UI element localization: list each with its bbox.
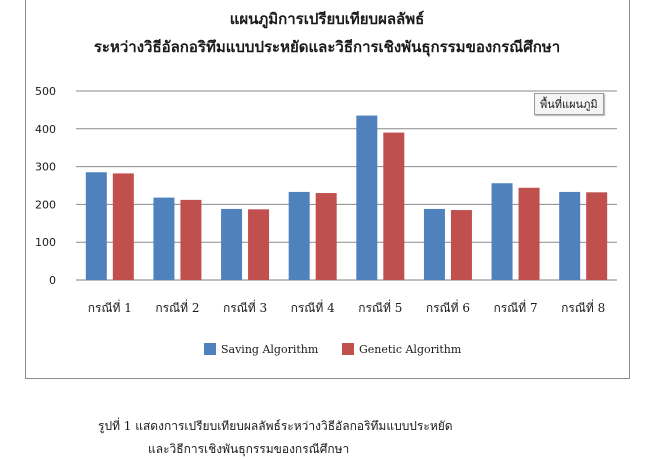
bar-chart: แผนภูมิการเปรียบเทียบผลลัพธ์ ระหว่างวิธี…: [35, 10, 617, 356]
bar-saving: [221, 208, 243, 280]
bar-saving: [491, 183, 513, 280]
bar-saving: [423, 208, 445, 280]
chart-subtitle: ระหว่างวิธีอัลกอริทึมแบบประหยัดและวิธีกา…: [94, 38, 560, 57]
y-tick-label: 300: [35, 161, 56, 174]
figure-caption: รูปที่ 1 แสดงการเปรียบเทียบผลลัพธ์ระหว่า…: [98, 419, 453, 433]
x-tick-label: กรณีที่ 7: [493, 299, 537, 315]
x-tick-label: กรณีที่ 6: [426, 299, 470, 315]
y-tick-label: 200: [35, 198, 56, 211]
legend-swatch: [204, 343, 216, 355]
x-tick-label: กรณีที่ 5: [358, 299, 402, 315]
legend-label: Saving Algorithm: [221, 343, 319, 356]
bar-genetic: [450, 210, 472, 280]
bar-genetic: [315, 193, 337, 280]
legend: Saving Algorithm Genetic Algorithm: [204, 343, 462, 356]
chart-title: แผนภูมิการเปรียบเทียบผลลัพธ์: [230, 10, 425, 29]
y-axis: 0 100 200 300 400 500: [35, 85, 56, 287]
x-tick-label: กรณีที่ 2: [155, 299, 199, 315]
bar-genetic: [383, 132, 405, 280]
bars: [85, 115, 608, 280]
bar-genetic: [586, 192, 608, 280]
bar-saving: [85, 172, 107, 280]
legend-swatch: [342, 343, 354, 355]
y-tick-label: 100: [35, 236, 56, 249]
bar-saving: [288, 191, 310, 280]
bar-saving: [559, 191, 581, 280]
bar-genetic: [518, 187, 540, 280]
x-axis: กรณีที่ 1 กรณีที่ 2 กรณีที่ 3 กรณีที่ 4 กรณี…: [88, 299, 606, 315]
x-tick-label: กรณีที่ 3: [223, 299, 267, 315]
y-tick-label: 0: [49, 274, 56, 287]
bar-saving: [153, 197, 175, 280]
legend-label: Genetic Algorithm: [359, 343, 462, 356]
x-tick-label: กรณีที่ 1: [88, 299, 132, 315]
plot-area-tooltip: พื้นที่แผนภูมิ: [534, 93, 604, 115]
y-tick-label: 500: [35, 85, 56, 98]
x-tick-label: กรณีที่ 8: [561, 299, 605, 315]
y-tick-label: 400: [35, 123, 56, 136]
x-tick-label: กรณีที่ 4: [291, 299, 336, 315]
bar-saving: [356, 115, 378, 280]
bar-genetic: [248, 209, 270, 280]
bar-genetic: [112, 173, 134, 280]
chart-container: แผนภูมิการเปรียบเทียบผลลัพธ์ ระหว่างวิธี…: [25, 0, 630, 379]
bar-genetic: [180, 199, 202, 280]
